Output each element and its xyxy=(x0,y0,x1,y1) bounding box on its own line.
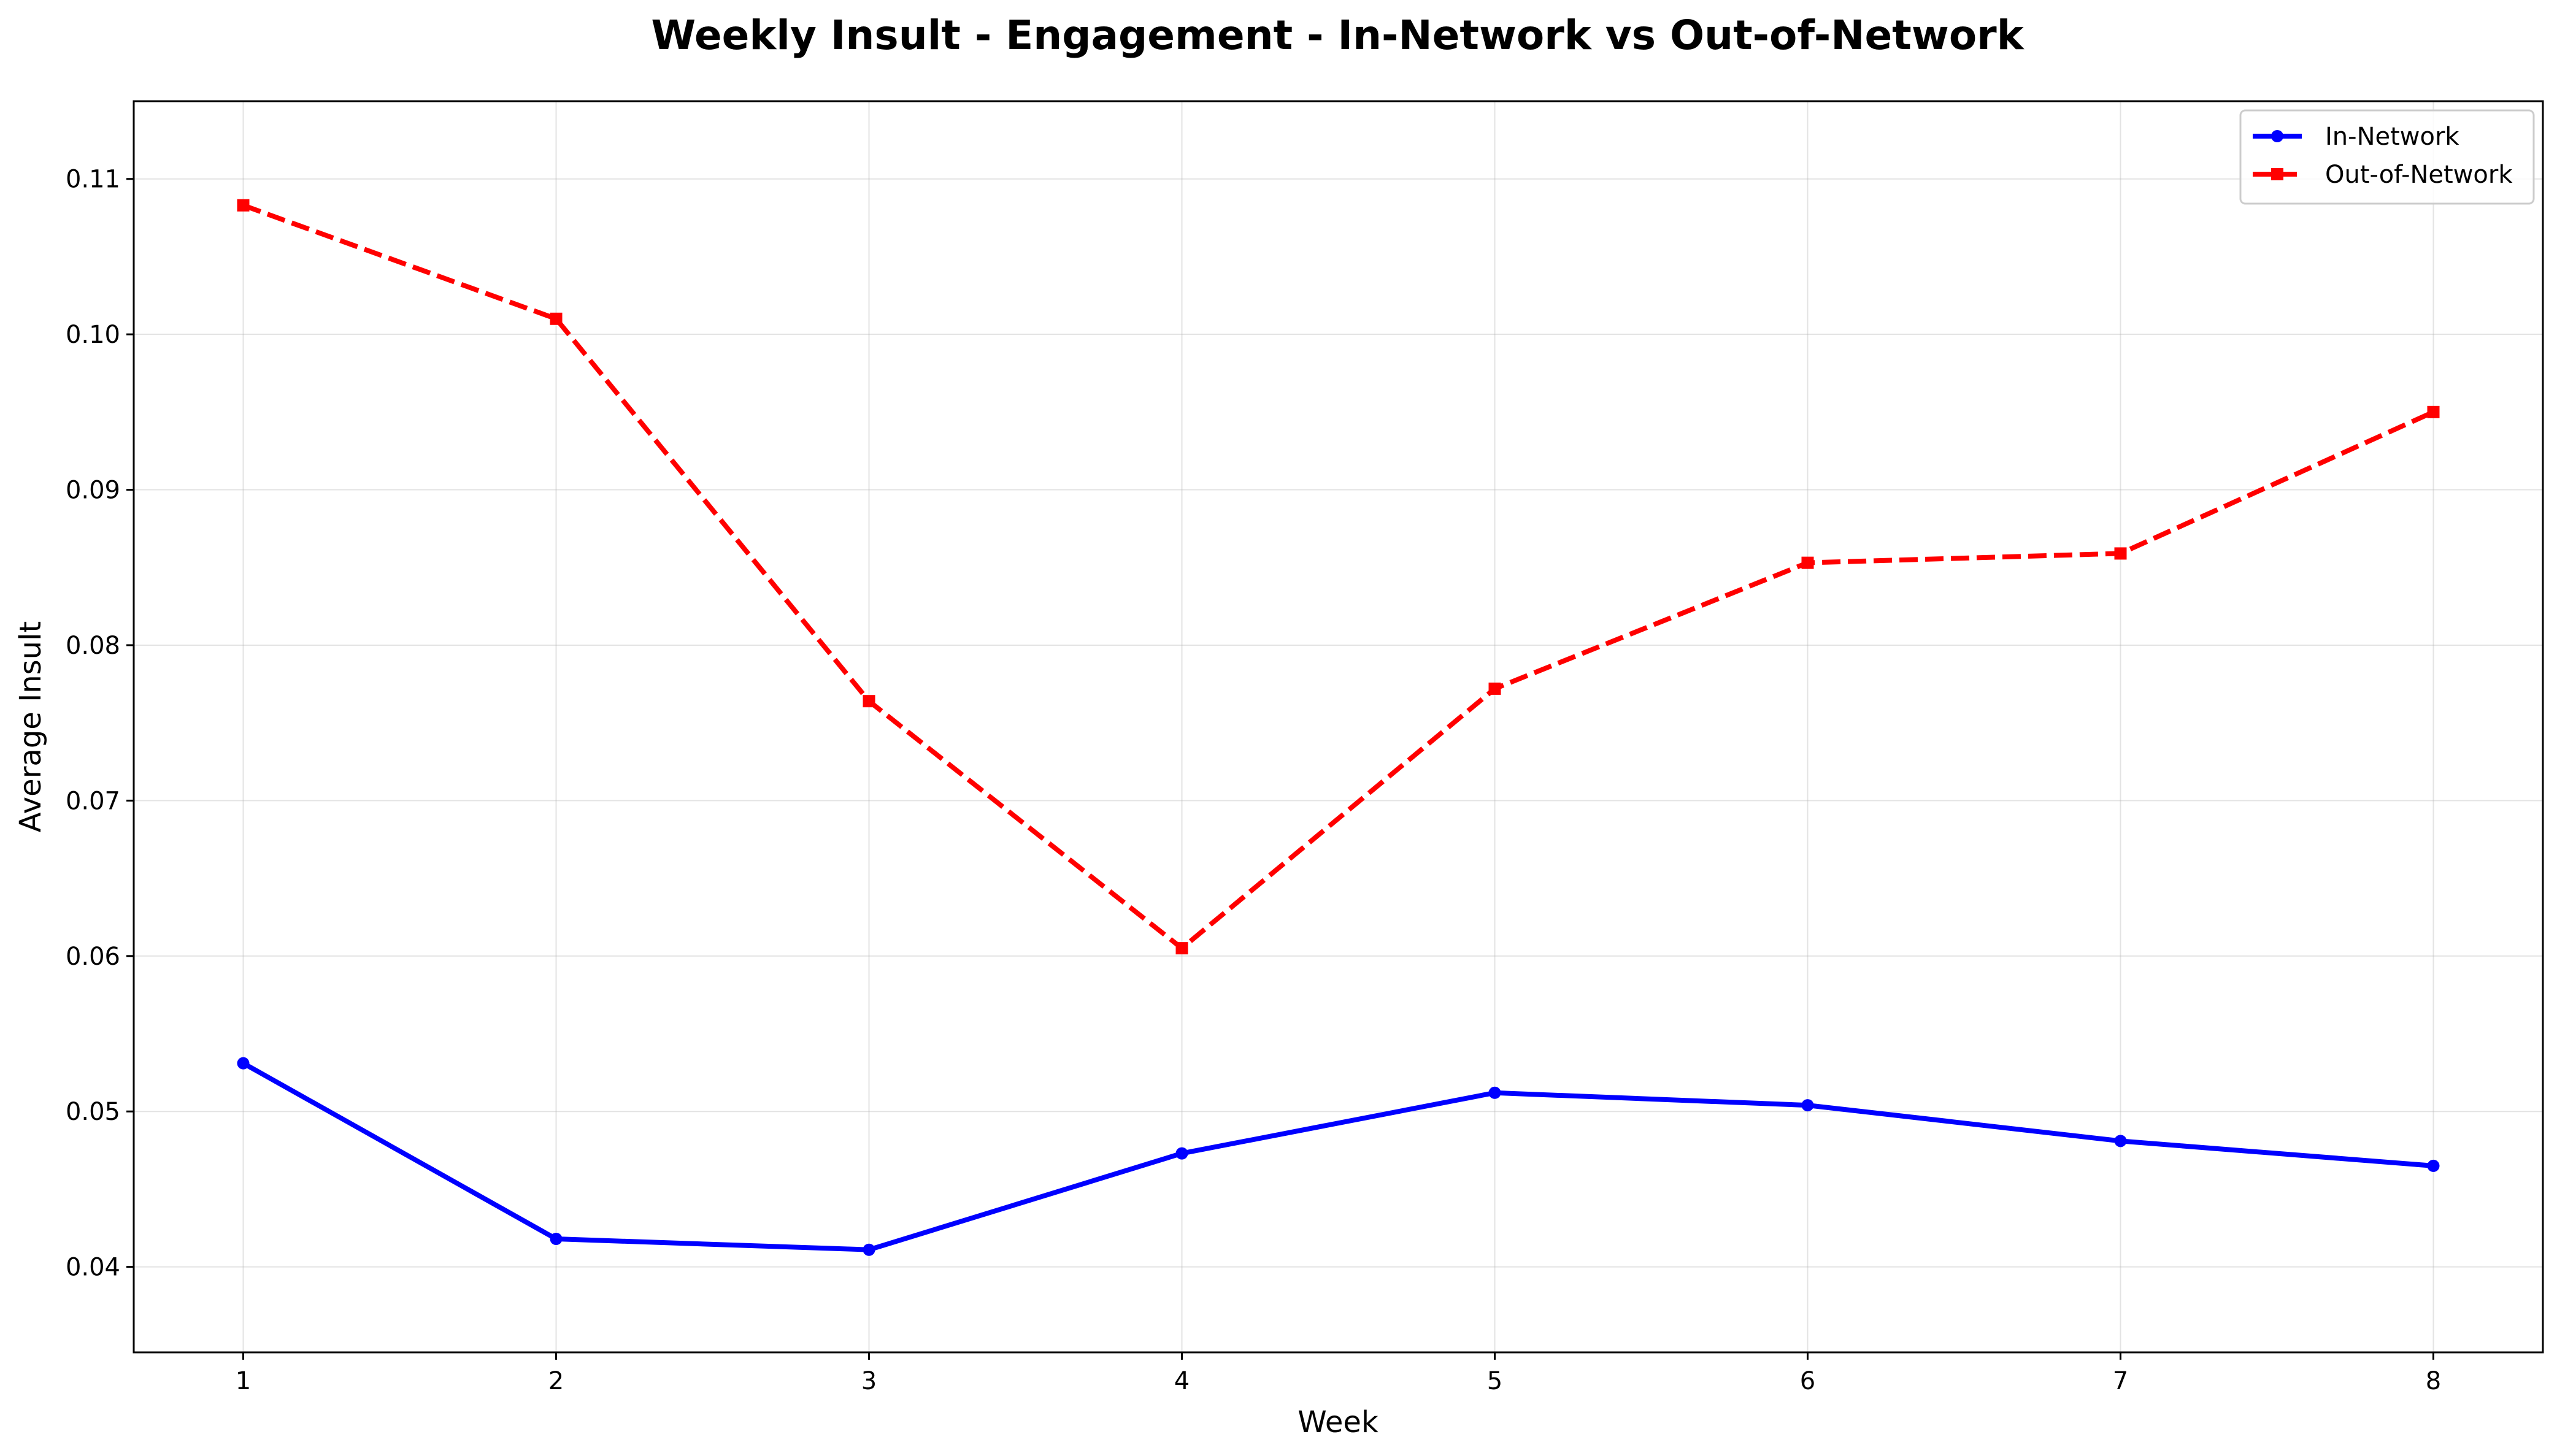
data-point-out-of-network xyxy=(237,199,250,212)
x-tick-label: 8 xyxy=(2426,1367,2441,1395)
data-point-out-of-network xyxy=(2114,547,2127,560)
axis-ticks: 1 2 3 4 5 6 7 8 0.04 0.05 0.06 0.07 0.08 0.09 0.10 0.11 xyxy=(66,166,2441,1395)
x-tick-label: 2 xyxy=(548,1367,564,1395)
legend-marker-in-network xyxy=(2271,130,2283,142)
legend-label-out-of-network: Out-of-Network xyxy=(2325,161,2513,189)
series-line-out-of-network xyxy=(242,203,2435,951)
legend-marker-out-of-network xyxy=(2271,168,2283,180)
series-layer xyxy=(237,199,2440,1256)
chart-title: Weekly Insult - Engagement - In-Network … xyxy=(651,12,2024,59)
y-tick-label: 0.08 xyxy=(66,632,120,660)
y-tick-label: 0.04 xyxy=(66,1254,120,1282)
x-tick-label: 4 xyxy=(1174,1367,1190,1395)
plot-frame xyxy=(133,100,2544,1354)
x-tick-label: 1 xyxy=(236,1367,251,1395)
data-point-out-of-network xyxy=(863,695,875,708)
data-point-in-network xyxy=(237,1057,250,1070)
y-tick-label: 0.11 xyxy=(66,166,120,194)
data-point-out-of-network xyxy=(2427,405,2440,418)
data-point-out-of-network xyxy=(550,312,563,325)
y-tick-label: 0.10 xyxy=(66,321,120,349)
legend: In-Network Out-of-Network xyxy=(2239,109,2535,205)
legend-label-in-network: In-Network xyxy=(2325,123,2459,151)
data-point-out-of-network xyxy=(1801,556,1814,569)
x-axis-label: Week xyxy=(1298,1405,1378,1439)
y-tick-label: 0.06 xyxy=(66,943,120,971)
y-axis-label: Average Insult xyxy=(13,621,48,833)
y-tick-label: 0.07 xyxy=(66,787,120,815)
series-line-in-network xyxy=(242,1061,2434,1252)
data-point-in-network xyxy=(1801,1099,1814,1112)
data-point-in-network xyxy=(2114,1135,2127,1148)
data-point-out-of-network xyxy=(1175,942,1188,955)
x-tick-label: 7 xyxy=(2113,1367,2128,1395)
legend-box xyxy=(2239,109,2535,205)
y-tick-label: 0.05 xyxy=(66,1098,120,1126)
x-tick-label: 5 xyxy=(1487,1367,1502,1395)
data-point-in-network xyxy=(863,1243,875,1256)
data-point-in-network xyxy=(2427,1159,2440,1172)
data-point-in-network xyxy=(550,1233,563,1246)
data-point-out-of-network xyxy=(1488,682,1501,695)
data-point-in-network xyxy=(1488,1086,1501,1099)
x-tick-label: 6 xyxy=(1800,1367,1815,1395)
x-tick-label: 3 xyxy=(861,1367,877,1395)
grid-lines xyxy=(134,101,2543,1352)
y-tick-label: 0.09 xyxy=(66,477,120,505)
data-point-in-network xyxy=(1175,1147,1188,1160)
